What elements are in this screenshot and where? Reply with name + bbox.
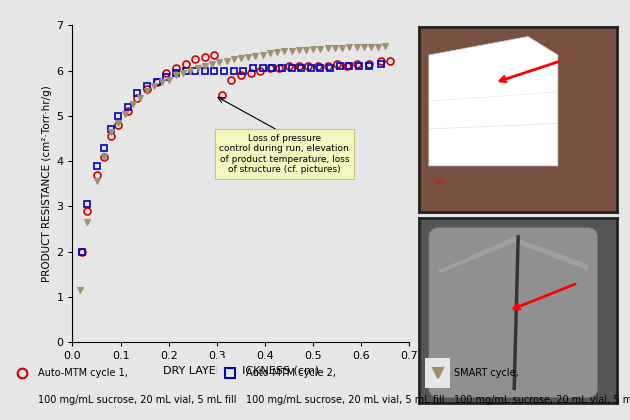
FancyBboxPatch shape <box>429 228 597 398</box>
Text: 100 mg/mL sucrose, 20 mL vial, 5 mL fill: 100 mg/mL sucrose, 20 mL vial, 5 mL fill <box>38 395 236 405</box>
Text: Auto-MTM cycle 2,: Auto-MTM cycle 2, <box>246 368 336 378</box>
Text: SMART cycle,: SMART cycle, <box>454 368 518 378</box>
X-axis label: DRY LAYER THICKNESS (cm): DRY LAYER THICKNESS (cm) <box>163 365 319 375</box>
Text: 100 mg/mL sucrose, 20 mL vial, 5 mL fill: 100 mg/mL sucrose, 20 mL vial, 5 mL fill <box>454 395 630 405</box>
Text: 100 mg/mL sucrose, 20 mL vial, 5 mL fill: 100 mg/mL sucrose, 20 mL vial, 5 mL fill <box>246 395 444 405</box>
Y-axis label: PRODUCT RESISTANCE (cm²·Torr·hr/g): PRODUCT RESISTANCE (cm²·Torr·hr/g) <box>42 85 52 282</box>
Text: Loss of pressure
control during run, elevation
of product temperature, loss
of s: Loss of pressure control during run, ele… <box>219 134 349 174</box>
Text: Ris: Ris <box>435 179 445 185</box>
Text: Auto-MTM cycle 1,: Auto-MTM cycle 1, <box>38 368 128 378</box>
Polygon shape <box>429 37 558 166</box>
Polygon shape <box>438 237 588 274</box>
